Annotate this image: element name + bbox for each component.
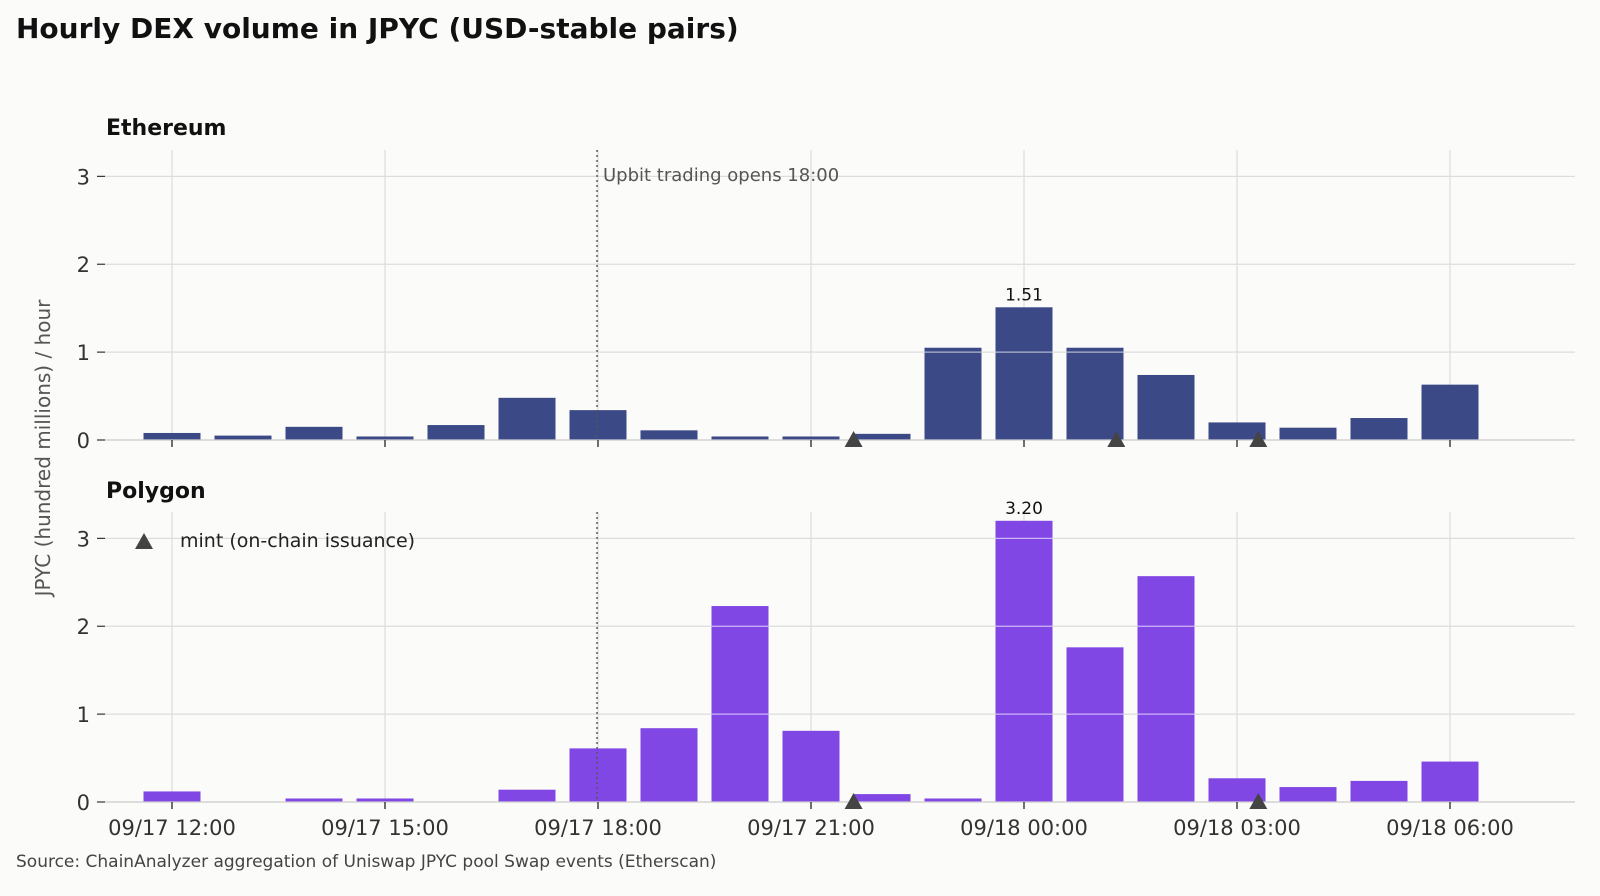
bar-polygon bbox=[924, 798, 982, 802]
bar-polygon bbox=[569, 748, 627, 802]
bar-ethereum bbox=[427, 425, 485, 440]
bar-ethereum bbox=[1137, 374, 1195, 440]
y-tick-label: 3 bbox=[77, 527, 90, 551]
bar-ethereum bbox=[924, 347, 982, 440]
bar-ethereum bbox=[214, 435, 272, 440]
bar-ethereum bbox=[711, 436, 769, 440]
bar-ethereum bbox=[1350, 418, 1408, 440]
bar-polygon bbox=[853, 794, 911, 802]
bar-ethereum bbox=[498, 397, 556, 440]
bar-ethereum bbox=[356, 436, 414, 440]
data-label: 1.51 bbox=[1005, 285, 1043, 305]
bar-polygon bbox=[498, 789, 556, 802]
panel-title-ethereum: Ethereum bbox=[106, 116, 226, 141]
bar-polygon bbox=[1066, 647, 1124, 802]
bar-polygon bbox=[1208, 778, 1266, 802]
y-tick-label: 1 bbox=[77, 341, 90, 365]
y-tick-label: 2 bbox=[77, 615, 90, 639]
legend-marker bbox=[135, 533, 153, 549]
mint-marker bbox=[844, 793, 863, 809]
bar-polygon bbox=[1279, 787, 1337, 802]
bar-ethereum bbox=[1066, 347, 1124, 440]
y-tick-label: 1 bbox=[77, 703, 90, 727]
bar-polygon bbox=[782, 730, 840, 802]
bar-polygon bbox=[285, 798, 343, 802]
x-tick-label: 09/17 15:00 bbox=[321, 816, 449, 840]
bar-polygon bbox=[711, 606, 769, 802]
bar-ethereum bbox=[1279, 427, 1337, 440]
bar-ethereum bbox=[1208, 422, 1266, 440]
mint-marker bbox=[1107, 431, 1126, 447]
bar-polygon bbox=[1137, 576, 1195, 802]
legend-label: mint (on-chain issuance) bbox=[180, 530, 415, 552]
x-tick-label: 09/17 21:00 bbox=[747, 816, 875, 840]
chart-title: Hourly DEX volume in JPYC (USD-stable pa… bbox=[16, 12, 739, 45]
mint-marker bbox=[1249, 431, 1268, 447]
bar-ethereum bbox=[640, 430, 698, 440]
bar-ethereum bbox=[995, 307, 1053, 440]
annotation-label: Upbit trading opens 18:00 bbox=[603, 165, 839, 186]
data-label: 3.20 bbox=[1005, 499, 1043, 519]
bar-polygon bbox=[640, 728, 698, 802]
mint-marker bbox=[1249, 793, 1268, 809]
bar-ethereum bbox=[569, 410, 627, 440]
bar-polygon bbox=[1350, 780, 1408, 802]
y-tick-label: 2 bbox=[77, 253, 90, 277]
source-note: Source: ChainAnalyzer aggregation of Uni… bbox=[16, 852, 717, 872]
bar-polygon bbox=[143, 791, 201, 802]
x-tick-label: 09/18 03:00 bbox=[1173, 816, 1301, 840]
bar-ethereum bbox=[285, 426, 343, 440]
mint-marker bbox=[844, 431, 863, 447]
bar-ethereum bbox=[782, 436, 840, 440]
y-tick-label: 0 bbox=[77, 791, 90, 815]
bar-ethereum bbox=[143, 432, 201, 440]
bar-polygon bbox=[995, 520, 1053, 802]
y-axis-label: JPYC (hundred millions) / hour bbox=[31, 299, 55, 599]
bar-ethereum bbox=[853, 433, 911, 440]
y-tick-label: 0 bbox=[77, 429, 90, 453]
x-tick-label: 09/17 18:00 bbox=[534, 816, 662, 840]
x-tick-label: 09/17 12:00 bbox=[108, 816, 236, 840]
panel-title-polygon: Polygon bbox=[106, 479, 206, 504]
bar-polygon bbox=[356, 798, 414, 802]
y-tick-label: 3 bbox=[77, 165, 90, 189]
x-tick-label: 09/18 06:00 bbox=[1386, 816, 1514, 840]
x-tick-label: 09/18 00:00 bbox=[960, 816, 1088, 840]
bar-ethereum bbox=[1421, 384, 1479, 440]
bar-polygon bbox=[1421, 761, 1479, 802]
